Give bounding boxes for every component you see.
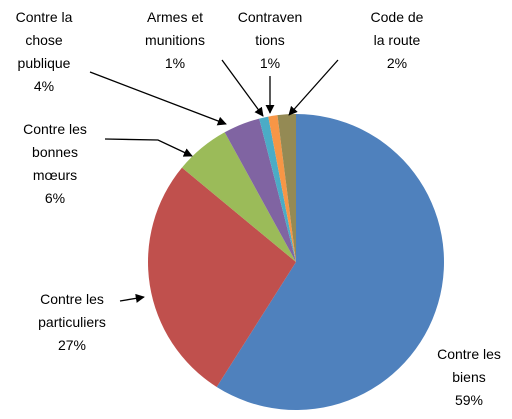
category-label: Code de la route <box>370 9 424 48</box>
value-label: 1% <box>164 55 186 71</box>
pie-slice <box>216 114 444 410</box>
leader-line <box>89 71 227 126</box>
pie-slice <box>181 132 296 262</box>
slice-label: Contraven tions 1% <box>238 6 303 75</box>
value-label: 59% <box>454 392 484 408</box>
category-label: Contre les biens <box>437 346 501 385</box>
pie-slice <box>268 115 296 262</box>
leader-line <box>221 59 264 117</box>
pie-slice <box>277 114 296 262</box>
pie-slice <box>224 118 296 262</box>
value-label: 1% <box>259 55 281 71</box>
pie-slice <box>147 167 296 387</box>
category-label: Contraven tions <box>237 9 303 48</box>
leader-lines <box>89 59 339 303</box>
value-label: 6% <box>44 190 66 206</box>
leader-line <box>288 59 339 116</box>
category-label: Contre les particuliers <box>38 291 106 330</box>
pie-slice <box>259 116 296 262</box>
value-label: 27% <box>57 337 87 353</box>
slice-label: Code de la route 2% <box>371 6 424 75</box>
slice-label: Contre les biens 59% <box>437 343 501 412</box>
category-label: Contre la chose publique <box>15 9 73 71</box>
pie <box>147 114 444 410</box>
slice-label: Armes et munitions 1% <box>145 6 205 75</box>
category-label: Contre les bonnes mœurs <box>23 121 87 183</box>
slice-label: Contre la chose publique 4% <box>16 6 73 98</box>
slice-label: Contre les particuliers 27% <box>38 288 106 357</box>
slice-label: Contre les bonnes mœurs 6% <box>23 118 87 210</box>
category-label: Armes et munitions <box>145 9 205 48</box>
value-label: 4% <box>33 78 55 94</box>
value-label: 2% <box>386 55 408 71</box>
leader-line <box>104 138 193 157</box>
leader-line <box>119 293 145 303</box>
